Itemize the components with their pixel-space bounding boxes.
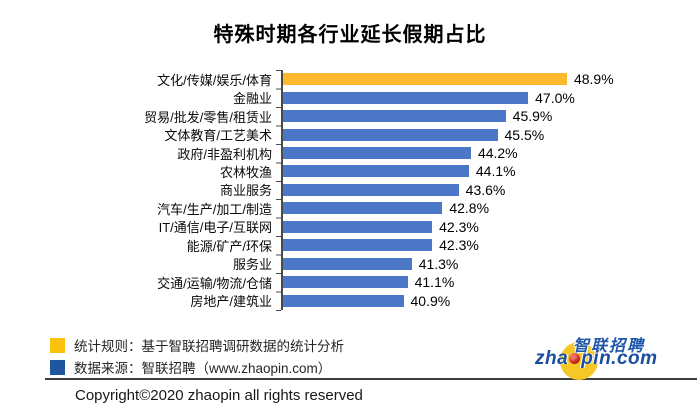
value-label: 42.3% [439, 218, 479, 235]
category-label: 贸易/批发/零售/租赁业 [144, 109, 272, 125]
logo-cn-text: 智联招聘 [573, 338, 646, 355]
bar [283, 239, 433, 252]
bar [283, 147, 471, 160]
category-label: 房地产/建筑业 [190, 294, 272, 310]
bar-row: 房地产/建筑业 40.9% [50, 291, 690, 310]
legend-label: 数据来源：智联招聘（www.zhaopin.com） [74, 361, 332, 376]
value-label: 48.9% [573, 71, 614, 88]
bar [283, 110, 506, 123]
value-label: 47.0% [535, 89, 575, 106]
bar-row: 农林牧渔 44.1% [50, 162, 690, 181]
legend: 统计规则：基于智联招聘调研数据的统计分析 数据来源：智联招聘（www.zhaop… [50, 337, 344, 376]
bar [283, 91, 529, 104]
category-label: 商业服务 [219, 183, 272, 199]
legend-item: 统计规则：基于智联招聘调研数据的统计分析 [50, 337, 344, 354]
category-label: 政府/非盈利机构 [177, 146, 272, 162]
bar [283, 73, 567, 86]
bar-track: 45.9% [281, 106, 690, 126]
category-label: 农林牧渔 [219, 165, 272, 180]
bar-track: 40.9% [281, 291, 690, 310]
legend-swatch-yellow [50, 337, 65, 353]
value-label: 42.8% [449, 200, 490, 217]
bar-row: 交通/运输/物流/仓储 41.1% [50, 272, 690, 292]
bar-track: 48.9% [281, 70, 690, 89]
logo-red-dot-icon [569, 353, 581, 364]
bar-track: 42.3% [281, 217, 690, 237]
category-label: 文体教育/工艺美术 [164, 128, 272, 144]
copyright-text: Copyright©2020 zhaopin all rights reserv… [75, 387, 363, 404]
bar-track: 43.6% [281, 180, 690, 200]
value-label: 44.2% [477, 145, 518, 162]
logo-en-suffix: pin.com [581, 348, 658, 369]
bar [283, 294, 404, 307]
bar [283, 165, 469, 178]
category-label: 汽车/生产/加工/制造 [157, 201, 272, 217]
bar-row: 文体教育/工艺美术 45.5% [50, 125, 690, 144]
value-label: 41.1% [414, 274, 455, 291]
logo-en-text: zha pin.com [535, 348, 658, 370]
category-label: 服务业 [232, 257, 272, 273]
bar-row: 商业服务 43.6% [50, 180, 690, 200]
bar-row: 政府/非盈利机构 44.2% [50, 143, 690, 163]
category-label: 金融业 [232, 91, 272, 107]
value-label: 45.5% [504, 126, 545, 143]
value-label: 43.6% [465, 181, 506, 198]
bar-row: 贸易/批发/零售/租赁业 45.9% [50, 106, 690, 126]
bar [283, 220, 433, 233]
footer-divider [45, 378, 697, 380]
category-label: 交通/运输/物流/仓储 [157, 275, 272, 291]
category-label: 文化/传媒/娱乐/体育 [157, 72, 272, 88]
bar-row: IT/通信/电子/互联网 42.3% [50, 217, 690, 237]
bar-track: 42.8% [281, 199, 690, 218]
category-label: 能源/矿产/环保 [186, 238, 272, 254]
bar-track: 42.3% [281, 236, 690, 255]
bar-track: 41.1% [281, 272, 690, 292]
legend-item: 数据来源：智联招聘（www.zhaopin.com） [50, 359, 344, 376]
bar [283, 276, 408, 289]
bar-row: 能源/矿产/环保 42.3% [50, 236, 690, 255]
bar-row: 汽车/生产/加工/制造 42.8% [50, 199, 690, 218]
bar-chart: 文化/传媒/娱乐/体育 48.9% 金融业 47.0% 贸易/批发/零售/租赁业… [50, 70, 690, 311]
bar [283, 257, 412, 270]
bar-row: 文化/传媒/娱乐/体育 48.9% [50, 70, 690, 89]
bar-track: 45.5% [281, 125, 690, 144]
bar [283, 202, 443, 215]
chart-title: 特殊时期各行业延长假期占比 [213, 24, 487, 46]
bar-track: 44.1% [281, 162, 690, 181]
bar-track: 44.2% [281, 143, 690, 163]
legend-swatch-blue [50, 359, 65, 375]
value-label: 41.3% [418, 255, 459, 272]
zhaopin-logo: 智联招聘 zha pin.com [535, 330, 700, 382]
value-label: 44.1% [475, 163, 516, 180]
bar-track: 41.3% [281, 254, 690, 273]
value-label: 45.9% [512, 108, 553, 125]
axis-ticks [276, 70, 281, 311]
bar [283, 183, 459, 196]
value-label: 40.9% [410, 292, 451, 309]
category-label: IT/通信/电子/互联网 [158, 220, 272, 236]
legend-label: 统计规则：基于智联招聘调研数据的统计分析 [74, 339, 344, 354]
bar-track: 47.0% [281, 88, 690, 107]
bar-row: 服务业 41.3% [50, 254, 690, 273]
value-label: 42.3% [439, 237, 479, 254]
logo-en-prefix: zha [535, 348, 569, 369]
bar-row: 金融业 47.0% [50, 88, 690, 107]
bar [283, 128, 498, 141]
bar-rows: 文化/传媒/娱乐/体育 48.9% 金融业 47.0% 贸易/批发/零售/租赁业… [50, 70, 690, 310]
